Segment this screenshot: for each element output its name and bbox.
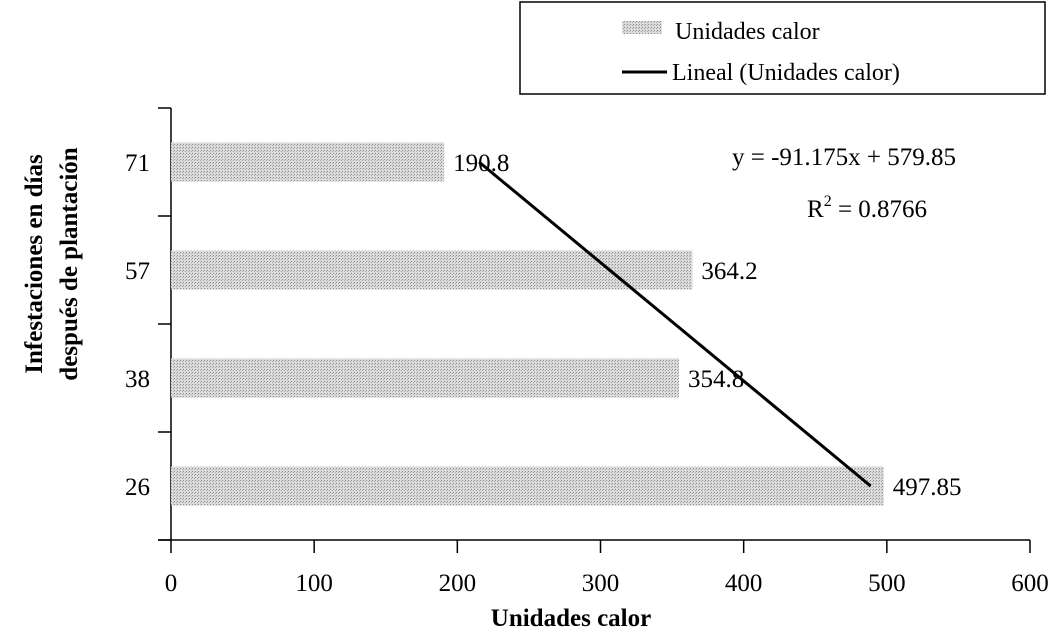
- y-axis-title-line-1: Infestaciones en días: [21, 154, 48, 374]
- trendline: [478, 160, 872, 488]
- x-tick-label: 300: [582, 570, 620, 597]
- x-axis-tick-labels: 0 100 200 300 400 500 600: [165, 570, 1049, 597]
- category-label: 38: [125, 366, 150, 393]
- category-label: 26: [125, 474, 150, 501]
- y-axis-ticks: [158, 107, 171, 541]
- bar: [171, 466, 884, 506]
- bar: [171, 358, 679, 398]
- y-axis-title-line-2: después de plantación: [56, 147, 83, 380]
- bar-value-label: 497.85: [893, 474, 962, 501]
- trendline-equation: y = -91.175x + 579.85: [732, 144, 956, 171]
- trendline-r-squared: R2 = 0.8766: [807, 193, 927, 223]
- legend: Unidades calor Lineal (Unidades calor): [519, 1, 1046, 95]
- legend-bar-label: Unidades calor: [675, 19, 820, 45]
- bar: [171, 250, 693, 290]
- y-axis-category-labels: 26 38 57 71: [125, 150, 150, 501]
- bar-value-label: 364.2: [701, 258, 757, 285]
- legend-box: [519, 1, 1046, 95]
- bar: [171, 142, 445, 182]
- category-label: 57: [125, 258, 150, 285]
- r-squared-value: = 0.8766: [832, 196, 927, 223]
- bars: [171, 142, 884, 506]
- x-axis-ticks: [170, 540, 1031, 553]
- r-squared-prefix: R: [807, 196, 824, 223]
- x-tick-label: 400: [725, 570, 763, 597]
- x-tick-label: 100: [295, 570, 333, 597]
- r-squared-superscript: 2: [824, 193, 832, 210]
- category-label: 71: [125, 150, 150, 177]
- x-tick-label: 200: [439, 570, 477, 597]
- x-tick-label: 0: [165, 570, 178, 597]
- x-tick-label: 600: [1011, 570, 1049, 597]
- x-tick-label: 500: [868, 570, 906, 597]
- legend-line-label: Lineal (Unidades calor): [672, 60, 900, 86]
- bar-value-label: 354.8: [688, 366, 744, 393]
- legend-bar-swatch: [622, 21, 662, 34]
- x-axis-title: Unidades calor: [491, 605, 651, 632]
